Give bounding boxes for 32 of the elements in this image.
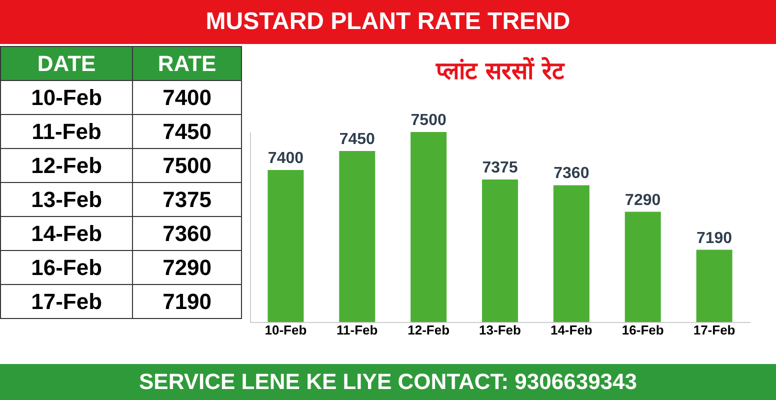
x-tick-label: 11-Feb <box>336 322 378 338</box>
x-tick-label: 13-Feb <box>479 322 522 338</box>
category-label: 16-Feb <box>0 250 133 284</box>
category-label: 12-Feb <box>0 148 133 182</box>
text: RATE <box>132 46 242 80</box>
category-label: 14-Feb <box>0 216 133 250</box>
text: SERVICE LENE KE LIYE CONTACT: 9306639343 <box>0 364 776 400</box>
data-label: 7290 <box>625 192 661 209</box>
x-tick-label: 14-Feb <box>550 322 592 338</box>
data-label: 7375 <box>132 182 242 216</box>
data-label: 7360 <box>132 216 242 250</box>
data-label: 7290 <box>132 250 242 284</box>
data-label: 7400 <box>268 150 304 167</box>
data-label: 7450 <box>339 131 376 148</box>
data-label: 7360 <box>554 165 590 182</box>
x-tick-label: 16-Feb <box>622 322 664 338</box>
data-label: 7400 <box>132 80 242 114</box>
x-tick-label: 17-Feb <box>693 322 736 338</box>
x-tick-label: 10-Feb <box>264 322 307 338</box>
category-label: 11-Feb <box>0 114 133 148</box>
data-label: 7500 <box>132 148 242 182</box>
data-label: 7500 <box>410 112 446 129</box>
data-label: 7190 <box>696 230 732 247</box>
category-label: 13-Feb <box>0 182 133 216</box>
data-label: 7190 <box>132 284 242 318</box>
category-label: 10-Feb <box>0 80 133 114</box>
data-label: 7375 <box>482 160 518 176</box>
data-label: 7450 <box>132 114 242 148</box>
x-tick-label: 12-Feb <box>408 322 450 338</box>
text: DATE <box>0 46 133 80</box>
chart-subtitle: प्लांट सरसों रेट <box>435 57 565 85</box>
chart-title: MUSTARD PLANT RATE TREND <box>0 0 776 44</box>
